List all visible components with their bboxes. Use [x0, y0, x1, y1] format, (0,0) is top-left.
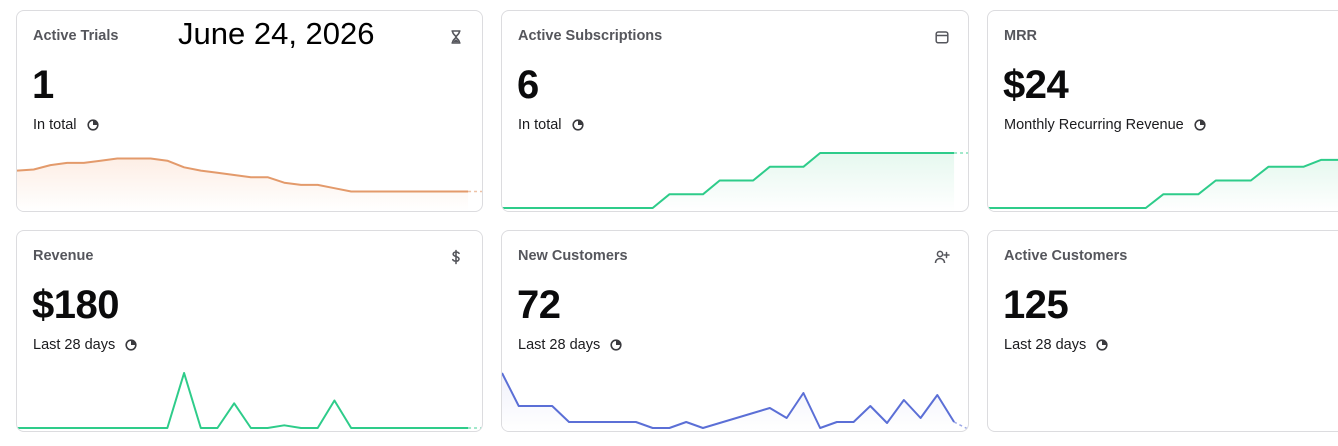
sparkline-line	[502, 152, 955, 209]
card-subtitle-text: Last 28 days	[33, 337, 116, 353]
info-icon[interactable]	[571, 119, 584, 131]
revenue-card[interactable]: Revenue $180 Last 28 days	[16, 230, 483, 432]
new-customers-sparkline	[502, 367, 968, 431]
info-icon[interactable]	[86, 119, 99, 131]
new-customers-card[interactable]: New Customers 72 Last 28 days	[501, 230, 969, 432]
card-subtitle: Last 28 days	[1004, 337, 1108, 353]
active-subscriptions-card[interactable]: Active Subscriptions 6 In total	[501, 10, 969, 212]
card-title: New Customers	[518, 248, 628, 264]
info-icon[interactable]	[1096, 339, 1108, 351]
card-subtitle-text: In total	[518, 117, 562, 133]
card-title: Active Customers	[1004, 248, 1128, 264]
card-value: 6	[517, 63, 539, 107]
active-customers-card[interactable]: Active Customers 125 Last 28 days	[987, 230, 1338, 432]
card-subtitle: Monthly Recurring Revenue	[1004, 117, 1206, 133]
card-title: Active Trials	[33, 28, 119, 44]
active-trials-sparkline	[17, 147, 482, 211]
mrr-sparkline	[988, 147, 1338, 211]
mrr-card[interactable]: MRR $24 Monthly Recurring Revenue	[987, 10, 1338, 212]
sparkline-line	[502, 372, 955, 429]
card-subtitle: Last 28 days	[518, 337, 622, 353]
date-overlay: June 24, 2026	[178, 16, 375, 51]
card-subtitle-text: Last 28 days	[518, 337, 601, 353]
info-icon[interactable]	[125, 339, 137, 351]
calendar-icon	[934, 29, 950, 45]
card-subtitle: In total	[33, 117, 99, 133]
card-title: MRR	[1004, 28, 1038, 44]
card-subtitle-text: In total	[33, 117, 77, 133]
info-icon[interactable]	[1194, 119, 1206, 131]
sparkline-area	[502, 373, 955, 431]
user-plus-icon	[934, 249, 950, 265]
card-value: 72	[517, 283, 561, 327]
card-subtitle: Last 28 days	[33, 337, 137, 353]
sparkline-line	[17, 157, 469, 193]
card-value: 125	[1003, 283, 1069, 327]
active-trials-card[interactable]: Active Trials 1 In total	[16, 10, 483, 212]
card-subtitle-text: Last 28 days	[1004, 337, 1087, 353]
card-value: 1	[32, 63, 54, 107]
sparkline-area	[502, 153, 955, 211]
sparkline-line	[988, 158, 1338, 209]
active-subscriptions-sparkline	[502, 147, 968, 211]
sparkline-projection	[953, 421, 968, 430]
card-title: Revenue	[33, 248, 94, 264]
sparkline-line	[17, 372, 469, 429]
sparkline-area	[988, 159, 1338, 211]
card-subtitle-text: Monthly Recurring Revenue	[1004, 117, 1184, 133]
card-value: $24	[1003, 63, 1069, 107]
dollar-icon	[448, 249, 464, 265]
card-title: Active Subscriptions	[518, 28, 663, 44]
hourglass-icon	[448, 29, 464, 45]
card-value: $180	[32, 283, 119, 327]
info-icon[interactable]	[610, 339, 622, 351]
revenue-sparkline	[17, 367, 482, 431]
card-subtitle: In total	[518, 117, 584, 133]
sparkline-area	[17, 158, 469, 211]
